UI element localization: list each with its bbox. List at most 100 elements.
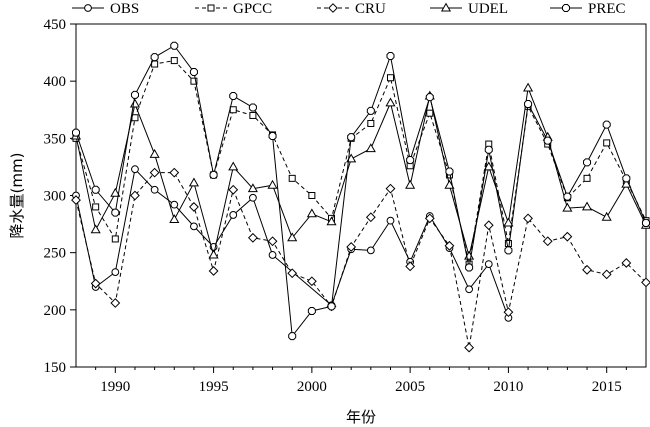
legend-marker xyxy=(328,3,338,13)
data-point-prec xyxy=(445,167,454,176)
series-layer xyxy=(70,41,650,353)
data-point-cru xyxy=(267,236,278,247)
data-point-gpcc xyxy=(583,174,591,182)
data-point-udel xyxy=(208,249,219,259)
data-point-udel xyxy=(483,161,494,171)
data-point-gpcc xyxy=(426,109,434,117)
data-point-prec xyxy=(71,128,81,137)
y-tick-label: 400 xyxy=(44,74,67,90)
data-point-prec xyxy=(641,218,650,227)
data-point-prec xyxy=(170,41,179,50)
legend-item-cru: CRU xyxy=(317,1,386,17)
data-point-cru xyxy=(169,167,180,178)
data-point-gpcc xyxy=(386,74,394,82)
series-gpcc xyxy=(72,57,650,268)
data-point-prec xyxy=(583,158,592,167)
data-point-cru xyxy=(71,195,81,205)
data-point-prec xyxy=(268,132,277,141)
data-point-cru xyxy=(621,258,632,268)
data-point-gpcc xyxy=(170,57,178,65)
legend-item-obs: OBS xyxy=(72,1,139,17)
x-tick-label: 2005 xyxy=(395,379,425,395)
x-tick-label: 2010 xyxy=(493,379,523,395)
data-point-cru xyxy=(130,190,140,201)
data-point-cru xyxy=(110,298,121,308)
legend: OBS GPCC CRU UDEL PREC xyxy=(72,1,626,17)
y-tick-label: 250 xyxy=(44,246,67,262)
legend-marker xyxy=(84,4,92,12)
data-point-obs xyxy=(366,246,375,255)
x-axis-title: 年份 xyxy=(346,408,376,426)
data-point-udel xyxy=(581,201,593,211)
x-tick-label: 2000 xyxy=(297,379,327,395)
data-point-cru xyxy=(405,261,416,272)
data-point-prec xyxy=(484,145,493,154)
data-point-prec xyxy=(91,185,100,194)
data-point-prec xyxy=(327,302,336,311)
data-point-prec xyxy=(229,92,238,101)
data-point-prec xyxy=(425,93,434,102)
series-line-udel xyxy=(75,86,647,257)
legend-label: GPCC xyxy=(233,1,272,17)
x-tick-label: 1995 xyxy=(199,379,229,395)
data-point-udel xyxy=(247,183,258,193)
data-point-udel xyxy=(503,217,514,227)
data-point-obs xyxy=(248,193,257,202)
data-point-cru xyxy=(189,202,199,212)
x-axis: 1990 1995 2000 2005 2010 2015 xyxy=(95,367,627,395)
data-point-obs xyxy=(190,222,198,231)
data-point-udel xyxy=(601,211,612,221)
data-point-cru xyxy=(562,231,573,242)
series-prec xyxy=(71,41,650,341)
data-point-prec xyxy=(150,53,159,62)
data-point-gpcc xyxy=(229,106,237,114)
data-point-cru xyxy=(306,276,317,287)
data-point-udel xyxy=(267,179,278,189)
data-point-prec xyxy=(248,103,257,112)
data-point-cru xyxy=(483,220,494,231)
plot-area: 150 200 250 300 350 400 450 1990 1995 2000 2005 20… xyxy=(44,17,650,395)
series-obs xyxy=(72,165,513,322)
data-point-cru xyxy=(228,184,239,195)
data-point-gpcc xyxy=(308,192,316,199)
series-line-cru xyxy=(75,172,647,348)
data-point-prec xyxy=(111,208,120,217)
data-point-cru xyxy=(385,183,396,194)
x-tick-label: 2015 xyxy=(592,379,622,395)
data-point-prec xyxy=(189,68,198,77)
data-point-obs xyxy=(484,260,493,269)
data-point-udel xyxy=(444,179,455,189)
data-point-udel xyxy=(385,97,396,107)
series-line-obs xyxy=(75,168,509,319)
data-point-gpcc xyxy=(190,77,198,85)
data-point-udel xyxy=(326,216,337,226)
data-point-cru xyxy=(247,232,258,243)
data-point-udel xyxy=(169,214,180,224)
legend-label: PREC xyxy=(588,1,626,17)
data-point-udel xyxy=(129,98,141,108)
legend-item-prec: PREC xyxy=(550,1,626,17)
legend-marker xyxy=(561,3,571,13)
data-point-cru xyxy=(503,307,514,318)
data-point-gpcc xyxy=(249,111,257,119)
data-point-udel xyxy=(365,143,376,153)
data-point-prec xyxy=(307,306,316,315)
data-point-udel xyxy=(523,82,534,92)
data-point-prec xyxy=(288,332,297,341)
legend-label: UDEL xyxy=(468,1,508,17)
data-point-cru xyxy=(90,278,101,289)
data-point-prec xyxy=(563,192,572,201)
data-point-prec xyxy=(602,120,611,129)
data-point-udel xyxy=(306,208,317,218)
data-point-gpcc xyxy=(288,174,296,182)
y-axis-title: 降水量(mm) xyxy=(8,153,26,239)
data-point-cru xyxy=(582,264,592,275)
data-point-udel xyxy=(90,224,101,234)
data-point-cru xyxy=(542,236,553,247)
y-tick-label: 300 xyxy=(44,189,67,205)
data-point-udel xyxy=(405,179,416,189)
data-point-prec xyxy=(209,170,218,179)
data-point-udel xyxy=(110,187,121,197)
legend-item-udel: UDEL xyxy=(430,1,508,17)
